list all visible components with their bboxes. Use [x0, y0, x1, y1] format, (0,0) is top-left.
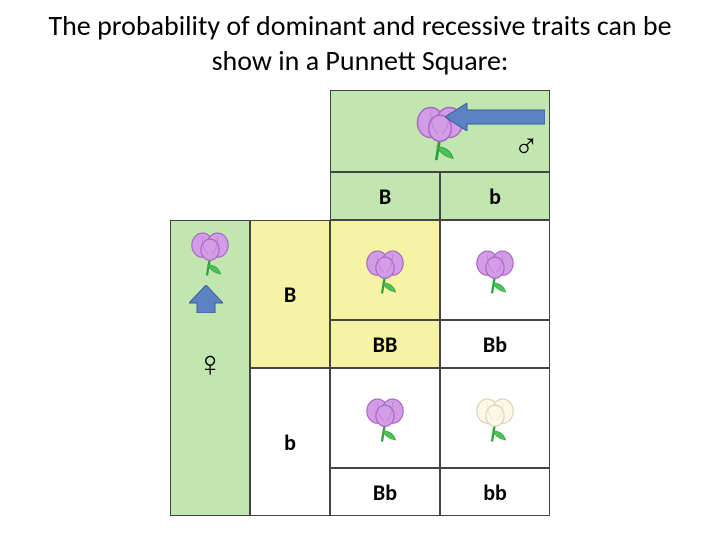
female-parent-header: ♀ [170, 220, 250, 516]
female-symbol-icon: ♀ [197, 343, 224, 385]
flower-icon [472, 245, 518, 295]
male-symbol-icon: ♂ [514, 126, 540, 165]
cross-cell-0-0-genotype: BB [330, 320, 440, 368]
male-allele-1: b [440, 172, 550, 220]
cross-cell-0-0-flower [330, 220, 440, 320]
page-title: The probability of dominant and recessiv… [40, 8, 680, 78]
flower-icon [362, 393, 408, 443]
blank-cell [250, 172, 330, 220]
cross-cell-0-1-flower [440, 220, 550, 320]
cross-cell-1-0-flower [330, 368, 440, 468]
blank-cell [170, 172, 250, 220]
cross-cell-0-1-genotype: Bb [440, 320, 550, 368]
arrow-left-icon [445, 103, 545, 131]
female-allele-1: b [250, 368, 330, 516]
cross-cell-1-0-genotype: Bb [330, 468, 440, 516]
punnett-square: ♂ B b ♀ B [170, 90, 550, 516]
flower-icon [472, 393, 518, 443]
male-allele-0: B [330, 172, 440, 220]
flower-icon [362, 245, 408, 295]
arrow-up-icon [189, 285, 223, 313]
cross-cell-1-1-flower [440, 368, 550, 468]
female-allele-0: B [250, 220, 330, 368]
cross-cell-1-1-genotype: bb [440, 468, 550, 516]
blank-cell [250, 90, 330, 172]
male-parent-header: ♂ [330, 90, 550, 172]
blank-cell [170, 90, 250, 172]
flower-icon [187, 227, 233, 277]
